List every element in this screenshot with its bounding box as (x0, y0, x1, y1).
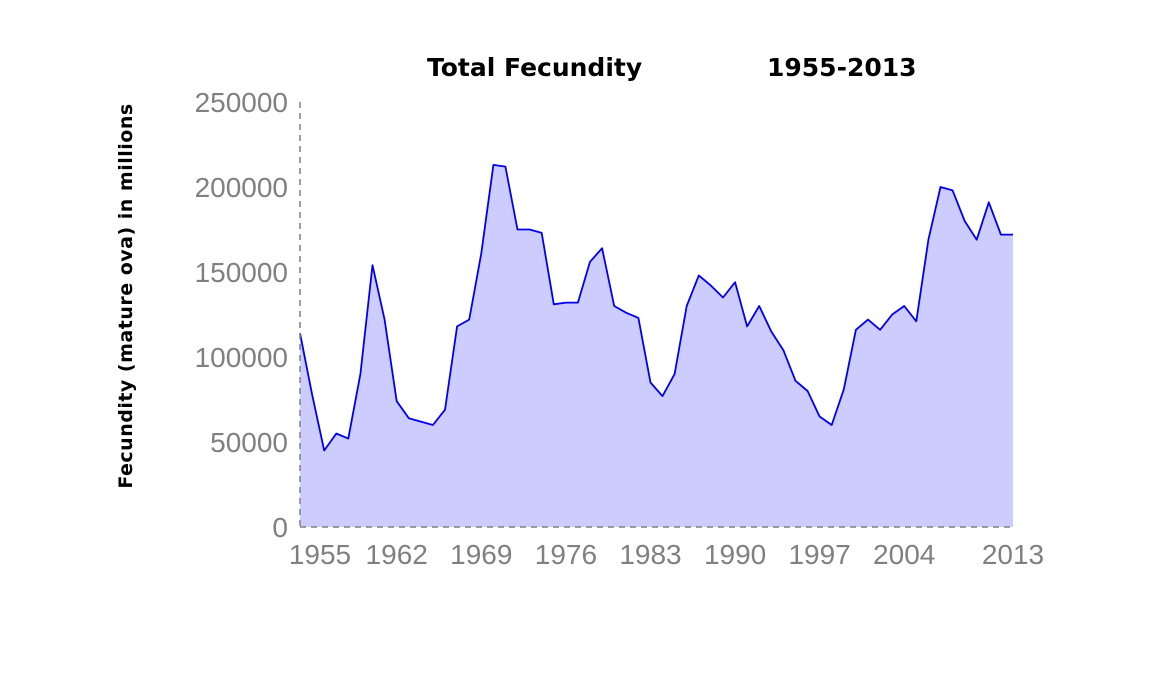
axes (299, 102, 1013, 528)
data-point (902, 304, 906, 308)
data-point (842, 387, 846, 391)
x-tick-label: 1969 (450, 539, 512, 570)
data-point (709, 284, 713, 288)
data-point (745, 324, 749, 328)
data-point (491, 163, 495, 167)
data-point (467, 318, 471, 322)
y-tick-label: 50000 (210, 427, 288, 458)
data-point (503, 165, 507, 169)
data-point (600, 246, 604, 250)
y-tick-label: 200000 (195, 172, 288, 203)
series-area (300, 164, 1013, 527)
data-point (781, 348, 785, 352)
x-tick-label: 1962 (366, 539, 428, 570)
data-point (818, 415, 822, 419)
data-point (322, 449, 326, 453)
data-point (806, 389, 810, 393)
data-point (830, 423, 834, 427)
data-point (757, 304, 761, 308)
data-point (479, 251, 483, 255)
data-point (407, 416, 411, 420)
data-point (371, 263, 375, 267)
x-tick-label: 1976 (535, 539, 597, 570)
x-tick-label: 1997 (788, 539, 850, 570)
data-point (866, 318, 870, 322)
data-point (878, 328, 882, 332)
data-point (661, 394, 665, 398)
x-tick-label: 2013 (982, 539, 1044, 570)
data-point (516, 228, 520, 232)
data-point (612, 304, 616, 308)
data-point (999, 233, 1003, 237)
data-point (358, 372, 362, 376)
data-point (987, 200, 991, 204)
data-point (552, 302, 556, 306)
data-point (926, 238, 930, 242)
data-point (310, 392, 314, 396)
data-point (624, 311, 628, 315)
data-point (431, 423, 435, 427)
plot-area (299, 163, 1015, 527)
data-point (685, 304, 689, 308)
data-point (721, 296, 725, 300)
data-point (951, 188, 955, 192)
data-point (975, 238, 979, 242)
data-point (649, 381, 653, 385)
data-point (1011, 233, 1015, 237)
data-point (540, 231, 544, 235)
data-point (890, 313, 894, 317)
data-point (443, 408, 447, 412)
x-tick-label: 1955 (289, 539, 351, 570)
chart-subtitle: 1955-2013 (767, 53, 917, 82)
data-point (794, 379, 798, 383)
data-point (346, 437, 350, 441)
y-tick-labels: 0 50000 100000 150000 200000 250000 (195, 87, 288, 543)
y-tick-label: 100000 (195, 342, 288, 373)
x-tick-label: 1990 (704, 539, 766, 570)
series-line (299, 163, 1013, 452)
data-point (733, 280, 737, 284)
data-point (334, 432, 338, 436)
data-point (588, 260, 592, 264)
data-point (455, 324, 459, 328)
x-tick-labels: 1955 1962 1969 1976 1983 1990 1997 2004 2013 (289, 539, 1044, 570)
data-point (769, 330, 773, 334)
data-point (528, 228, 532, 232)
data-point (564, 301, 568, 305)
y-tick-label: 250000 (195, 87, 288, 118)
data-point (854, 328, 858, 332)
data-point (576, 301, 580, 305)
data-point (673, 372, 677, 376)
data-point (383, 318, 387, 322)
data-point (914, 319, 918, 323)
x-tick-label: 1983 (619, 539, 681, 570)
data-point (636, 316, 640, 320)
data-point (395, 399, 399, 403)
x-tick-label: 2004 (873, 539, 935, 570)
y-tick-label: 150000 (195, 257, 288, 288)
data-point (963, 219, 967, 223)
chart-title: Total Fecundity (427, 53, 642, 82)
data-point (419, 420, 423, 424)
data-point (697, 273, 701, 277)
y-axis-label: Fecundity (mature ova) in millions (115, 103, 137, 488)
data-point (939, 185, 943, 189)
y-tick-label: 0 (272, 512, 288, 543)
